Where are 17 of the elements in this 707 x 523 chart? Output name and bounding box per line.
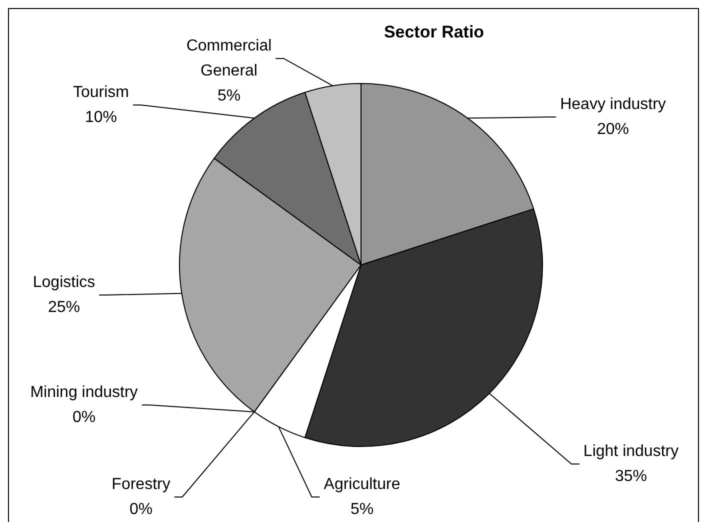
- text: 0%: [129, 500, 153, 518]
- data-label: 20%: [596, 120, 630, 138]
- slice-label: Agriculture: [324, 476, 400, 493]
- data-label: 10%: [84, 108, 118, 126]
- slice-label: Tourism: [72, 84, 130, 101]
- category-label: Forestry: [112, 476, 170, 493]
- data-label: 5%: [217, 87, 241, 104]
- slice-label: Heavy industry: [560, 96, 666, 113]
- data-label: 35%: [614, 468, 648, 485]
- category-label: Mining industry: [30, 384, 138, 401]
- data-label: 25%: [48, 298, 80, 316]
- text: 0%: [72, 408, 96, 426]
- slice-label: Light industry: [583, 442, 679, 460]
- chart-title: Sector Ratio: [384, 22, 484, 42]
- slice-label: Commercial General: [186, 37, 272, 80]
- slice-label: Logistics: [32, 274, 96, 291]
- data-label: 5%: [350, 500, 374, 518]
